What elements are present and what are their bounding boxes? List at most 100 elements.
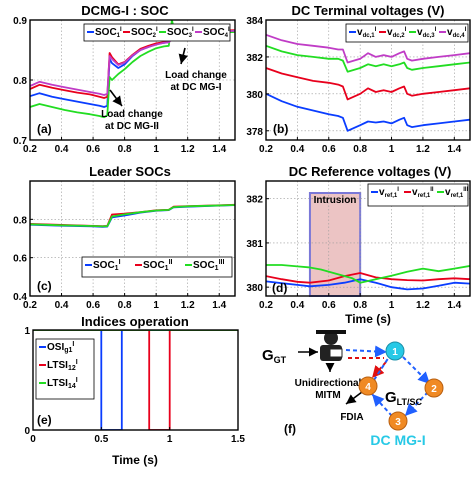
legend-entry-SOC4I: SOC4I <box>203 27 230 39</box>
legend-entry-LTSII12: LTSI12I <box>47 359 78 372</box>
legend-entry-LTSII14: LTSI14I <box>47 377 78 390</box>
x-tick-label: 0 <box>30 434 36 445</box>
node-3-label: 3 <box>395 417 401 428</box>
legend-box <box>367 183 469 207</box>
x-tick-label: 0.4 <box>55 144 69 155</box>
node-2-label: 2 <box>431 384 437 395</box>
x-tick-label: 0.8 <box>118 144 132 155</box>
x-tick-label: 1.2 <box>416 144 430 155</box>
mitm-label-line1: Unidirectional <box>295 378 362 389</box>
x-tick-label: 0.8 <box>353 300 367 311</box>
graph-label: GLT/SC <box>385 389 423 407</box>
panel-a-legend: SOC1I SOC2I SOC3I SOC4I <box>83 23 231 42</box>
attacker-icon <box>316 330 346 361</box>
panel-e-indices-chart: Indices operation (e) Time (s) 0 0.5 1 1.5 0… <box>24 314 245 467</box>
panel-b-title: DC Terminal voltages (V) <box>292 3 445 18</box>
graph-edge <box>371 393 393 417</box>
x-tick-label: 0.4 <box>290 300 304 311</box>
x-tick-label: 0.2 <box>259 144 273 155</box>
panel-f-label: (f) <box>284 422 296 436</box>
microgrid-label: DC MG-I <box>370 432 425 448</box>
arrow-icon <box>345 391 363 405</box>
series-line-SOC1I <box>30 29 235 108</box>
y-tick-label: 381 <box>246 239 263 250</box>
panel-d-series <box>266 264 470 291</box>
y-tick-label: 0.8 <box>13 215 27 226</box>
series-line-vIIIref,1 <box>266 264 470 284</box>
legend-entry-vIdc,1: vdc,1I <box>357 27 377 39</box>
x-tick-label: 0.8 <box>353 144 367 155</box>
node-2: 2 <box>424 378 444 398</box>
y-tick-label: 384 <box>246 16 263 27</box>
series-line-vIdc,2 <box>266 67 470 101</box>
panel-b-legend: vdc,1I vdc,2I vdc,3I vdc,4I <box>345 23 469 43</box>
panel-d-title: DC Reference voltages (V) <box>289 164 452 179</box>
y-tick-label: 1 <box>24 326 30 337</box>
y-tick-label: 0 <box>24 426 30 437</box>
arrow-icon <box>178 47 188 65</box>
legend-entry-OSIIg1: OSIg1I <box>47 341 74 354</box>
panel-e-title: Indices operation <box>81 314 189 329</box>
x-tick-label: 1.4 <box>212 144 226 155</box>
panel-c-title: Leader SOCs <box>89 164 171 179</box>
x-tick-label: 1 <box>153 144 159 155</box>
y-tick-label: 382 <box>246 195 263 206</box>
legend-entry-vIref,1: vref,1I <box>379 187 399 199</box>
source-label: GGT <box>262 347 287 365</box>
legend-box <box>345 23 469 43</box>
panel-b-terminal-voltage-chart: DC Terminal voltages (V) (b) 0.2 0.4 0.6 0.… <box>246 3 471 155</box>
graph-edge <box>404 391 429 417</box>
panel-b-label: (b) <box>273 122 288 136</box>
x-tick-label: 0.4 <box>55 300 69 311</box>
node-4-label: 4 <box>365 382 371 393</box>
panel-c-legend: SOC1I SOC1II SOC1III <box>81 256 233 278</box>
x-tick-label: 1.5 <box>231 434 245 445</box>
y-tick-label: 0.7 <box>13 136 27 147</box>
x-tick-label: 0.5 <box>94 434 108 445</box>
x-tick-label: 1 <box>153 300 159 311</box>
panel-a-soc-chart: DCMG-I : SOC (a) Load change at DC MG-II… <box>13 3 236 155</box>
annotation-at-dc-mg1: at DC MG-I <box>170 82 221 93</box>
series-line-SOC1I <box>30 204 235 228</box>
legend-entry-vIIIref,1: vref,1III <box>445 187 469 199</box>
series-line-SOC1III <box>30 204 235 228</box>
legend-entry-SOC1I: SOC1I <box>93 259 121 272</box>
panel-d-reference-voltage-chart: DC Reference voltages (V) (d) Time (s) I… <box>246 164 471 326</box>
legend-entry-SOC1III: SOC1III <box>193 259 224 272</box>
legend-entry-vIdc,4: vdc,4I <box>447 27 467 39</box>
y-tick-label: 380 <box>246 283 263 294</box>
panel-a-label: (a) <box>37 122 52 136</box>
panel-e-legend: OSIg1I LTSI12I LTSI14I <box>35 338 95 400</box>
series-line-vIdc,4 <box>266 33 470 64</box>
mitm-label-line2: MITM <box>315 390 341 401</box>
y-tick-label: 0.9 <box>13 16 27 27</box>
legend-entry-SOC1I: SOC1I <box>95 27 122 39</box>
annotation-load-change-2: Load change <box>165 70 227 81</box>
panel-f-network-diagram: GGT Unidirectional MITM FDIA 1 2 <box>262 330 444 448</box>
x-tick-label: 1 <box>389 300 395 311</box>
x-tick-label: 1.4 <box>447 300 461 311</box>
legend-entry-vIdc,3: vdc,3I <box>417 27 437 39</box>
panel-c-series <box>30 203 235 228</box>
panel-e-frame <box>32 329 239 431</box>
y-tick-label: 378 <box>246 127 263 138</box>
x-tick-label: 0.6 <box>86 300 100 311</box>
series-line-vIdc,1 <box>266 92 470 132</box>
graph-edge <box>397 351 431 385</box>
y-tick-label: 382 <box>246 53 263 64</box>
x-tick-label: 0.6 <box>322 144 336 155</box>
panel-b-frame <box>265 19 471 141</box>
annotation-at-dc-mg2: at DC MG-II <box>105 121 159 132</box>
graph-edge <box>373 356 390 381</box>
x-tick-label: 1 <box>167 434 173 445</box>
x-tick-label: 1.2 <box>181 300 195 311</box>
panel-d-label: (d) <box>272 281 287 295</box>
panel-b-series <box>266 33 470 132</box>
x-tick-label: 1 <box>389 144 395 155</box>
node-3: 3 <box>388 411 408 431</box>
legend-entry-vIIref,1: vref,1II <box>412 187 434 199</box>
series-line-vIdc,3 <box>266 44 470 73</box>
x-tick-label: 0.2 <box>259 300 273 311</box>
legend-entry-SOC2I: SOC2I <box>131 27 158 39</box>
